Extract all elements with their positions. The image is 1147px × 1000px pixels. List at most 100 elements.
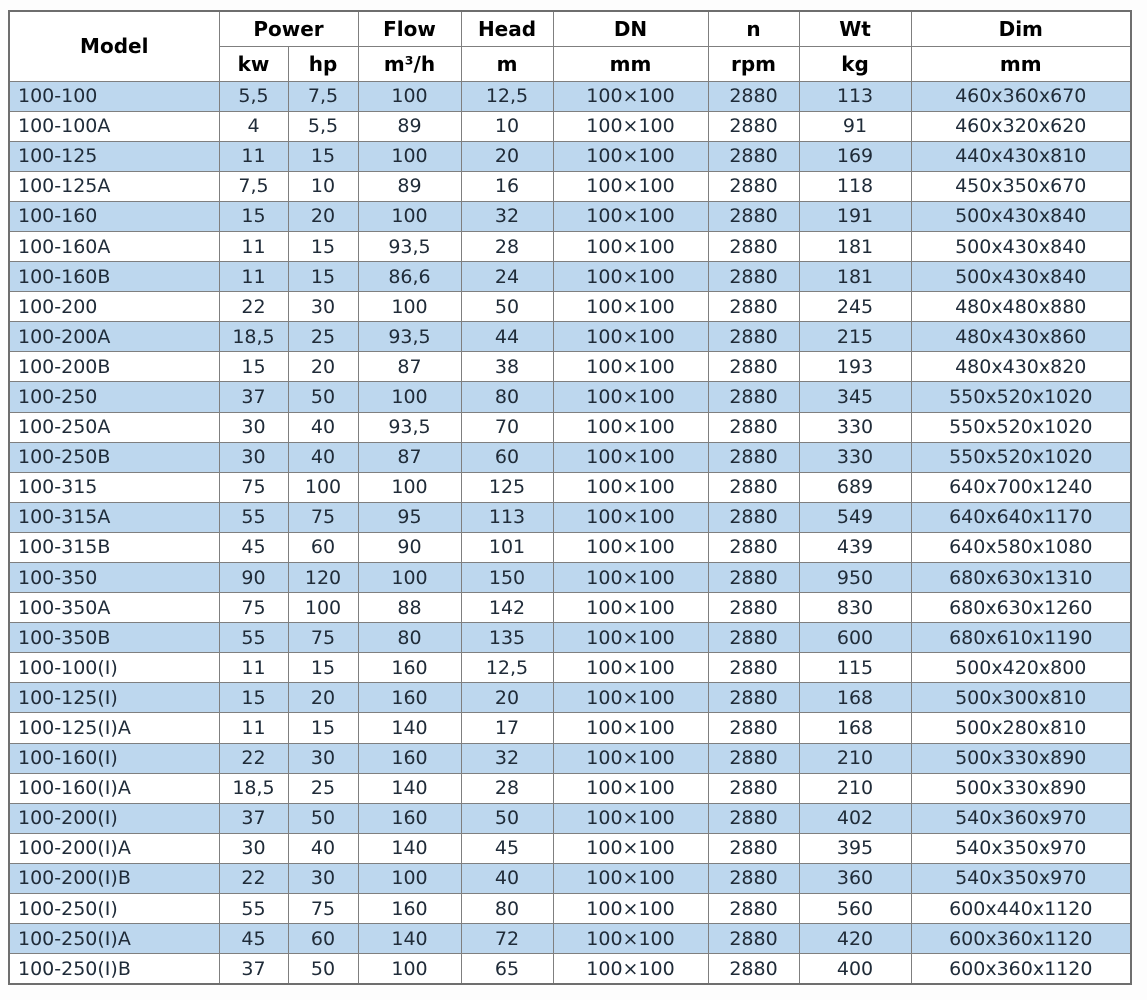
cell-hp: 40 <box>287 441 359 473</box>
cell-model: 100-125(I)A <box>8 712 220 744</box>
cell-model: 100-160B <box>8 261 220 293</box>
table-row: 100-160B 11 15 86,6 24 100×100 2880 181 500x430x… <box>8 261 1132 293</box>
cell-n: 2880 <box>707 772 800 804</box>
cell-dn: 100×100 <box>552 923 709 955</box>
cell-model: 100-350B <box>8 622 220 654</box>
table-row: 100-315 75 100 100 125 100×100 2880 689 640x700x… <box>8 471 1132 503</box>
cell-head: 24 <box>460 261 554 293</box>
cell-model: 100-315B <box>8 531 220 564</box>
cell-wt: 210 <box>798 772 912 804</box>
cell-model: 100-250B <box>8 441 220 473</box>
cell-kw: 37 <box>218 953 289 985</box>
cell-head: 70 <box>460 411 554 443</box>
cell-kw: 22 <box>218 742 289 774</box>
table-row: 100-125(I)A 11 15 140 17 100×100 2880 168 500x28… <box>8 712 1132 744</box>
cell-dn: 100×100 <box>552 682 709 714</box>
cell-hp: 15 <box>287 230 359 263</box>
col-unit-kw: kw <box>218 45 289 82</box>
table-row: 100-125(I) 15 20 160 20 100×100 2880 168 500x300… <box>8 682 1132 714</box>
cell-dn: 100×100 <box>552 592 709 624</box>
cell-model: 100-250(I)B <box>8 953 220 985</box>
table-row: 100-350A 75 100 88 142 100×100 2880 830 680x630x… <box>8 592 1132 624</box>
header-row-labels: Model Power Flow Head DN n Wt Dim <box>8 10 1132 82</box>
cell-model: 100-200(I)A <box>8 832 220 864</box>
cell-model: 100-200(I)B <box>8 862 220 895</box>
cell-model: 100-160 <box>8 200 220 232</box>
cell-wt: 168 <box>798 712 912 744</box>
cell-wt: 115 <box>798 652 912 684</box>
cell-dn: 100×100 <box>552 291 709 323</box>
cell-flow: 89 <box>357 170 462 202</box>
table-row: 100-100(I) 11 15 160 12,5 100×100 2880 115 500x4… <box>8 652 1132 684</box>
cell-n: 2880 <box>707 561 800 594</box>
cell-n: 2880 <box>707 501 800 533</box>
cell-head: 113 <box>460 501 554 533</box>
cell-kw: 45 <box>218 923 289 955</box>
cell-dn: 100×100 <box>552 772 709 804</box>
cell-model: 100-125 <box>8 140 220 172</box>
table-row: 100-250 37 50 100 80 100×100 2880 345 550x520x10… <box>8 381 1132 413</box>
cell-dim: 540x360x970 <box>910 802 1132 834</box>
cell-flow: 100 <box>357 561 462 594</box>
cell-wt: 689 <box>798 471 912 503</box>
cell-dim: 600x360x1120 <box>910 953 1132 985</box>
cell-head: 10 <box>460 110 554 142</box>
table-row: 100-100 5,5 7,5 100 12,5 100×100 2880 113 460x36… <box>8 80 1132 112</box>
cell-kw: 75 <box>218 471 289 503</box>
cell-kw: 55 <box>218 622 289 654</box>
cell-kw: 11 <box>218 230 289 263</box>
cell-kw: 90 <box>218 561 289 594</box>
cell-kw: 75 <box>218 592 289 624</box>
cell-n: 2880 <box>707 682 800 714</box>
cell-hp: 25 <box>287 772 359 804</box>
table-row: 100-250A 30 40 93,5 70 100×100 2880 330 550x520x… <box>8 411 1132 443</box>
cell-flow: 100 <box>357 291 462 323</box>
cell-head: 20 <box>460 682 554 714</box>
cell-flow: 95 <box>357 501 462 533</box>
cell-dn: 100×100 <box>552 321 709 353</box>
cell-n: 2880 <box>707 471 800 503</box>
cell-head: 50 <box>460 802 554 834</box>
cell-n: 2880 <box>707 953 800 985</box>
cell-kw: 30 <box>218 441 289 473</box>
cell-hp: 60 <box>287 923 359 955</box>
cell-dn: 100×100 <box>552 110 709 142</box>
cell-n: 2880 <box>707 622 800 654</box>
cell-dn: 100×100 <box>552 802 709 834</box>
cell-wt: 330 <box>798 411 912 443</box>
cell-dn: 100×100 <box>552 742 709 774</box>
table-row: 100-125 11 15 100 20 100×100 2880 169 440x430x81… <box>8 140 1132 172</box>
cell-head: 16 <box>460 170 554 202</box>
cell-flow: 87 <box>357 351 462 383</box>
cell-kw: 15 <box>218 351 289 383</box>
cell-wt: 113 <box>798 80 912 112</box>
cell-wt: 402 <box>798 802 912 834</box>
cell-model: 100-200A <box>8 321 220 353</box>
cell-hp: 10 <box>287 170 359 202</box>
cell-kw: 22 <box>218 291 289 323</box>
cell-flow: 140 <box>357 712 462 744</box>
col-unit-wt: kg <box>798 45 912 82</box>
col-unit-dim: mm <box>910 45 1132 82</box>
cell-n: 2880 <box>707 321 800 353</box>
cell-flow: 160 <box>357 652 462 684</box>
cell-dn: 100×100 <box>552 230 709 263</box>
cell-dn: 100×100 <box>552 501 709 533</box>
cell-wt: 91 <box>798 110 912 142</box>
table-row: 100-200A 18,5 25 93,5 44 100×100 2880 215 480x43… <box>8 321 1132 353</box>
cell-n: 2880 <box>707 80 800 112</box>
cell-wt: 560 <box>798 893 912 925</box>
cell-model: 100-250 <box>8 381 220 413</box>
cell-dim: 600x440x1120 <box>910 893 1132 925</box>
table-row: 100-250(I)A 45 60 140 72 100×100 2880 420 600x36… <box>8 923 1132 955</box>
cell-dn: 100×100 <box>552 170 709 202</box>
cell-wt: 169 <box>798 140 912 172</box>
cell-head: 28 <box>460 230 554 263</box>
cell-dn: 100×100 <box>552 953 709 985</box>
cell-hp: 20 <box>287 200 359 232</box>
cell-wt: 210 <box>798 742 912 774</box>
col-unit-dn: mm <box>552 45 709 82</box>
cell-kw: 11 <box>218 712 289 744</box>
cell-model: 100-100A <box>8 110 220 142</box>
cell-model: 100-125A <box>8 170 220 202</box>
